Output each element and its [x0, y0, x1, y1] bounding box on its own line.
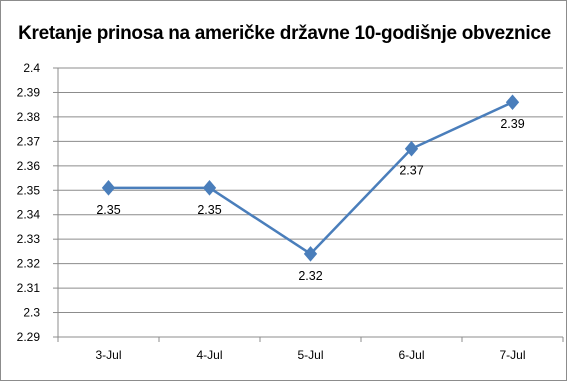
y-tick-label: 2.36: [17, 159, 41, 173]
y-tick-label: 2.29: [17, 330, 41, 344]
x-tick-label: 7-Jul: [499, 348, 525, 362]
data-label: 2.35: [197, 203, 221, 217]
data-point-marker: [303, 246, 318, 262]
y-tick-label: 2.39: [17, 85, 41, 99]
x-tick-label: 5-Jul: [297, 348, 323, 362]
data-label: 2.32: [298, 269, 322, 283]
y-tick-label: 2.32: [17, 257, 41, 271]
data-point-marker: [202, 180, 217, 196]
series-line: [108, 101, 514, 256]
x-tick-label: 6-Jul: [398, 348, 424, 362]
data-point-marker: [404, 140, 419, 157]
y-tick-label: 2.33: [17, 232, 41, 246]
data-point-marker: [101, 180, 116, 196]
y-tick-label: 2.4: [23, 61, 40, 75]
x-tick-label: 3-Jul: [95, 348, 121, 362]
chart-title: Kretanje prinosa na američke državne 10-…: [18, 23, 551, 44]
y-tick-label: 2.34: [17, 208, 41, 222]
data-label: 2.39: [500, 117, 524, 131]
x-tick-label: 4-Jul: [196, 348, 222, 362]
data-label: 2.35: [96, 203, 120, 217]
data-point-marker: [505, 94, 520, 111]
y-tick-label: 2.35: [17, 183, 41, 197]
data-label: 2.37: [399, 164, 423, 178]
y-tick-label: 2.38: [17, 110, 41, 124]
y-tick-label: 2.31: [17, 281, 41, 295]
y-tick-label: 2.37: [17, 134, 41, 148]
y-tick-label: 2.3: [23, 306, 40, 320]
